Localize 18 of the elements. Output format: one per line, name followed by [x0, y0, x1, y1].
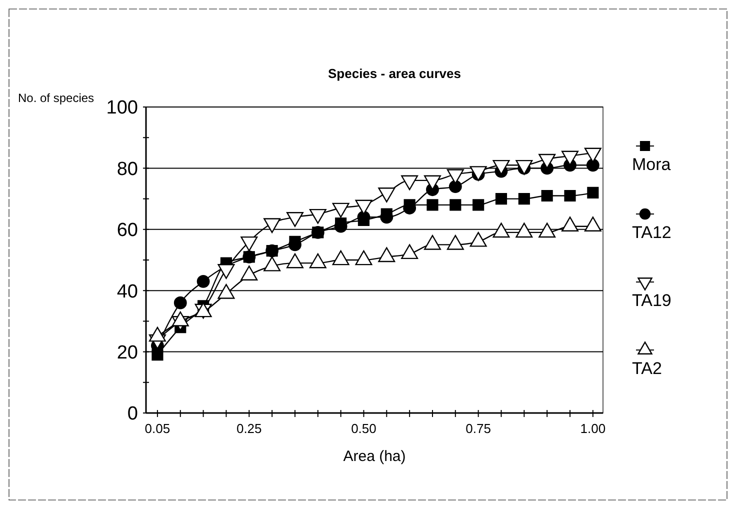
x-tick-label: 0.75: [466, 421, 491, 436]
y-tick-label: 100: [106, 98, 138, 119]
y-tick-label: 40: [116, 281, 138, 302]
x-tick-label: 0.50: [351, 421, 376, 436]
y-axis-title: No. of species: [18, 91, 94, 105]
x-tick-label: 1.00: [580, 421, 606, 436]
y-tick-label: 0: [127, 404, 138, 425]
x-axis-title: Area (ha): [343, 448, 406, 465]
legend-label: TA2: [632, 359, 662, 378]
legend-label: Mora: [632, 155, 672, 174]
y-tick-label: 80: [116, 158, 138, 180]
legend-label: TA19: [632, 291, 672, 310]
x-tick-label: 0.05: [144, 421, 170, 436]
legend-label: TA12: [632, 223, 672, 242]
chart-title: Species - area curves: [328, 66, 461, 81]
y-tick-label: 60: [116, 220, 138, 242]
x-tick-label: 0.25: [236, 421, 262, 436]
y-tick-label: 20: [116, 342, 138, 364]
